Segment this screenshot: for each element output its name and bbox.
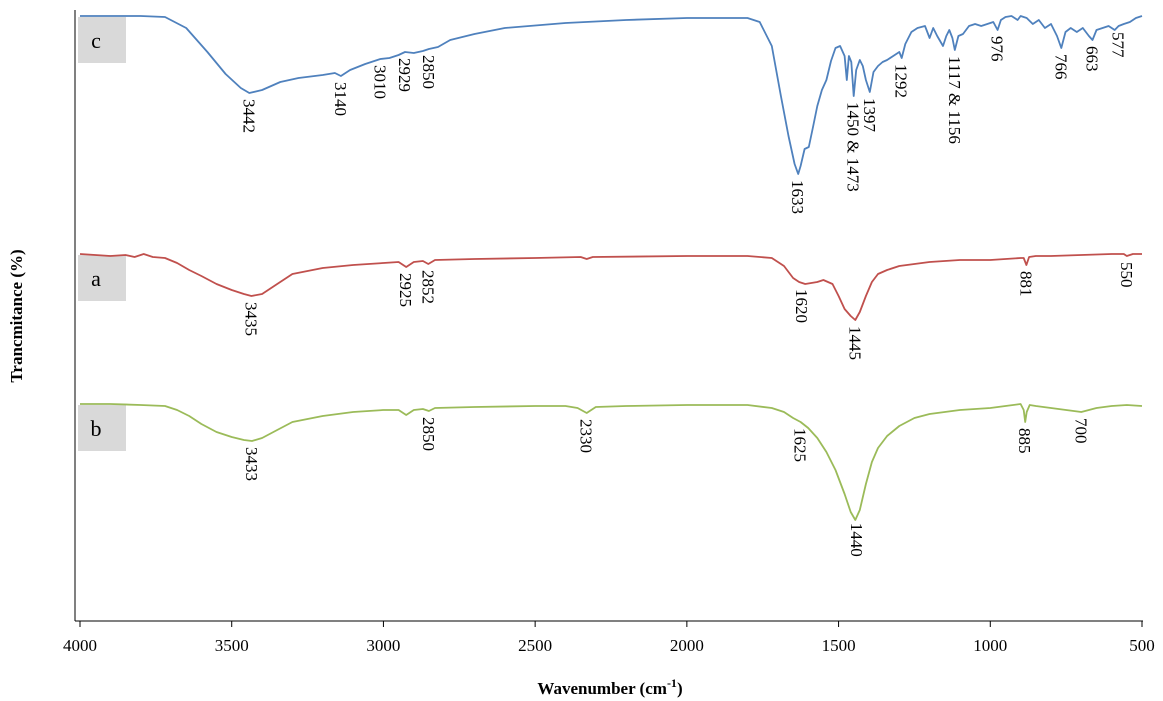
peak-label: 3442 — [239, 99, 258, 133]
peak-label: 2852 — [418, 270, 437, 304]
x-tick-label: 1000 — [973, 636, 1007, 655]
series-line-c — [80, 15, 1143, 175]
peak-label: 3435 — [241, 302, 260, 336]
peak-label: 2850 — [419, 417, 438, 451]
peak-label: 1117 & 1156 — [945, 56, 964, 144]
peak-label: 766 — [1051, 54, 1070, 80]
peak-label: 1620 — [792, 289, 811, 323]
peak-label: 1440 — [847, 523, 866, 557]
x-axis-title-main: Wavenumber (cm — [537, 679, 667, 698]
peak-label: 1292 — [892, 64, 911, 98]
peak-label: 3140 — [331, 82, 350, 116]
x-axis-title: Wavenumber (cm-1) — [537, 676, 682, 698]
peak-label: 1633 — [788, 180, 807, 214]
x-tick-label: 2000 — [670, 636, 704, 655]
peak-label: 2925 — [396, 273, 415, 307]
peak-label: 1450 & 1473 — [844, 102, 863, 192]
series-badges: c a b — [78, 17, 126, 451]
peak-label: 885 — [1015, 428, 1034, 454]
peak-label: 663 — [1083, 46, 1102, 72]
series-badge-b — [78, 405, 126, 451]
peak-label: 577 — [1109, 32, 1128, 58]
series-line-a — [79, 253, 1142, 321]
peak-label: 3010 — [370, 65, 389, 99]
series-layer — [79, 15, 1143, 521]
x-axis-title-end: ) — [677, 679, 683, 698]
peak-label: 1397 — [860, 98, 879, 133]
peak-label: 550 — [1117, 262, 1136, 288]
series-line-b — [80, 403, 1143, 521]
x-tick-label: 4000 — [63, 636, 97, 655]
peak-label: 881 — [1016, 271, 1035, 297]
x-tick-label: 3000 — [366, 636, 400, 655]
series-badge-a — [78, 255, 126, 301]
series-badge-label: a — [91, 266, 101, 291]
peak-label: 976 — [988, 36, 1007, 62]
series-badge-c — [78, 17, 126, 63]
series-badge-label: c — [91, 28, 101, 53]
y-axis-title: Trancmitance (%) — [7, 249, 26, 382]
peak-label: 700 — [1071, 418, 1090, 444]
x-tick-label: 1500 — [822, 636, 856, 655]
series-badge-label: b — [91, 416, 102, 441]
peak-label: 2330 — [577, 419, 596, 453]
x-axis-ticks: 4000 3500 3000 2500 2000 1500 1000 500 — [63, 621, 1155, 655]
x-axis-title-sup: -1 — [667, 676, 677, 690]
peak-label: 2850 — [419, 55, 438, 89]
x-tick-label: 3500 — [215, 636, 249, 655]
x-tick-label: 500 — [1129, 636, 1155, 655]
peak-label: 3433 — [242, 447, 261, 481]
peak-label: 1625 — [791, 428, 810, 462]
x-tick-label: 2500 — [518, 636, 552, 655]
peak-label: 1445 — [845, 326, 864, 360]
peak-label: 2929 — [395, 58, 414, 92]
